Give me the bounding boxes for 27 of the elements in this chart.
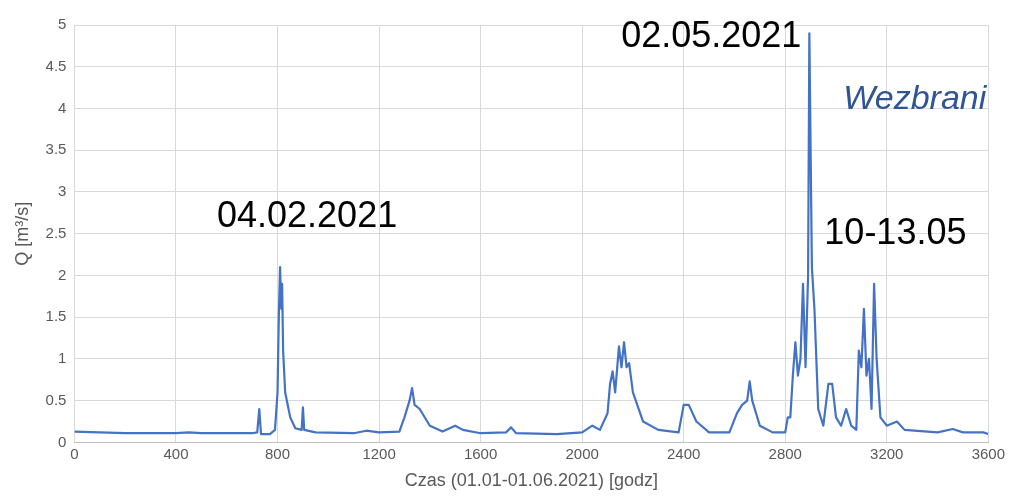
- y-tick-label: 4: [58, 98, 67, 116]
- annotation: 02.05.2021: [621, 14, 802, 56]
- y-tick-label: 2: [58, 265, 67, 283]
- y-tick-label: 0.5: [45, 390, 67, 408]
- annotation: 04.02.2021: [217, 194, 398, 236]
- y-tick-label: 3: [58, 182, 67, 200]
- y-tick-label: 3.5: [45, 140, 67, 158]
- y-axis-title: Q [m³/s]: [11, 201, 32, 266]
- x-tick-label: 2800: [768, 444, 802, 462]
- x-tick-label: 1200: [362, 444, 396, 462]
- y-tick-label: 4.5: [45, 56, 67, 74]
- x-tick-label: 0: [70, 444, 79, 462]
- annotation: 10-13.05: [824, 210, 967, 252]
- y-tick-label: 2.5: [45, 223, 67, 241]
- x-axis-title: Czas (01.01-01.06.2021) [godz]: [404, 470, 658, 491]
- y-tick-label: 5: [58, 15, 67, 33]
- x-tick-label: 800: [265, 444, 291, 462]
- x-tick-label: 2400: [667, 444, 701, 462]
- x-tick-label: 400: [163, 444, 189, 462]
- y-tick-label: 0: [58, 432, 67, 450]
- y-tick-label: 1: [58, 349, 67, 367]
- y-tick-label: 1.5: [45, 307, 67, 325]
- x-tick-label: 2000: [565, 444, 599, 462]
- x-tick-label: 3600: [971, 444, 1005, 462]
- x-tick-label: 3200: [870, 444, 904, 462]
- x-tick-label: 1600: [463, 444, 498, 462]
- annotation: Wezbrani: [843, 78, 988, 117]
